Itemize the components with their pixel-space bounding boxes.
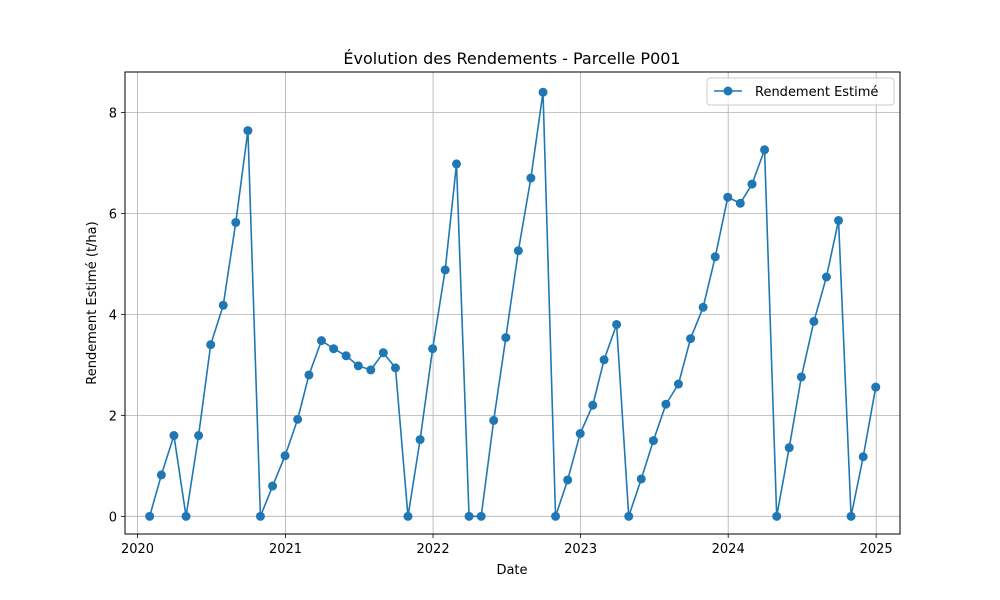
x-tick-label: 2025: [860, 542, 893, 557]
data-point: [551, 511, 561, 521]
series-line: [148, 91, 877, 518]
data-point: [772, 511, 782, 521]
data-point: [181, 511, 191, 521]
data-point: [686, 334, 696, 344]
data-point: [513, 246, 523, 256]
data-point: [304, 370, 314, 380]
data-point: [243, 126, 253, 136]
data-point: [858, 452, 868, 462]
data-point: [353, 361, 363, 371]
data-point: [834, 215, 844, 225]
data-point: [415, 435, 425, 445]
data-point: [710, 252, 720, 262]
grid: [125, 72, 900, 534]
data-point: [231, 217, 241, 227]
y-axis-label: Rendement Estimé (t/ha): [85, 221, 100, 384]
x-axis-label: Date: [496, 563, 527, 578]
x-axis: 2020 2021 2022 2023 2024 2025: [121, 534, 893, 557]
data-point: [218, 300, 228, 310]
series-line-group: [148, 91, 877, 518]
data-point: [538, 87, 548, 97]
data-point: [735, 198, 745, 208]
x-tick-label: 2024: [712, 542, 745, 557]
data-point: [366, 365, 376, 375]
data-point: [588, 400, 598, 410]
data-point: [268, 481, 278, 491]
data-point: [476, 511, 486, 521]
data-point: [760, 145, 770, 155]
legend-marker-swatch: [723, 86, 733, 96]
data-point: [145, 511, 155, 521]
x-tick-label: 2021: [269, 542, 302, 557]
data-point: [723, 192, 733, 202]
y-axis: 0 2 4 6 8: [109, 106, 125, 525]
data-point: [403, 511, 413, 521]
data-point: [378, 348, 388, 358]
data-point: [341, 351, 351, 361]
data-point: [575, 429, 585, 439]
y-tick-label: 0: [109, 510, 117, 525]
data-point: [673, 379, 683, 389]
series-marker-group: [145, 87, 881, 521]
data-point: [661, 399, 671, 409]
data-point: [648, 436, 658, 446]
data-point: [464, 511, 474, 521]
data-point: [452, 159, 462, 169]
data-point: [489, 415, 499, 425]
data-point: [563, 475, 573, 485]
plot-frame: [124, 71, 901, 535]
data-point: [428, 344, 438, 354]
chart-title: Évolution des Rendements - Parcelle P001: [343, 49, 680, 68]
data-point: [440, 265, 450, 275]
data-point: [156, 470, 166, 480]
data-point: [501, 333, 511, 343]
data-point: [316, 336, 326, 346]
data-point: [784, 443, 794, 453]
data-point: [194, 431, 204, 441]
data-point: [526, 173, 536, 183]
legend-label: Rendement Estimé: [755, 85, 878, 100]
data-point: [293, 414, 303, 424]
data-point: [698, 302, 708, 312]
data-point: [821, 272, 831, 282]
data-point: [206, 340, 216, 350]
y-tick-label: 2: [109, 409, 117, 424]
data-point: [390, 363, 400, 373]
y-tick-label: 8: [109, 106, 117, 121]
data-point: [846, 511, 856, 521]
data-point: [871, 382, 881, 392]
data-point: [255, 511, 265, 521]
data-point: [636, 474, 646, 484]
x-tick-label: 2022: [417, 542, 450, 557]
data-point: [169, 431, 179, 441]
data-point: [796, 372, 806, 382]
legend-box: [706, 77, 895, 106]
data-point: [624, 511, 634, 521]
legend: Rendement Estimé: [706, 77, 895, 106]
data-point: [280, 451, 290, 461]
data-point: [329, 344, 339, 354]
data-point: [612, 319, 622, 329]
data-point: [599, 355, 609, 365]
y-tick-label: 6: [109, 207, 117, 222]
x-tick-label: 2023: [564, 542, 597, 557]
data-point: [747, 179, 757, 189]
y-tick-label: 4: [109, 308, 117, 323]
x-tick-label: 2020: [121, 542, 154, 557]
data-point: [809, 316, 819, 326]
